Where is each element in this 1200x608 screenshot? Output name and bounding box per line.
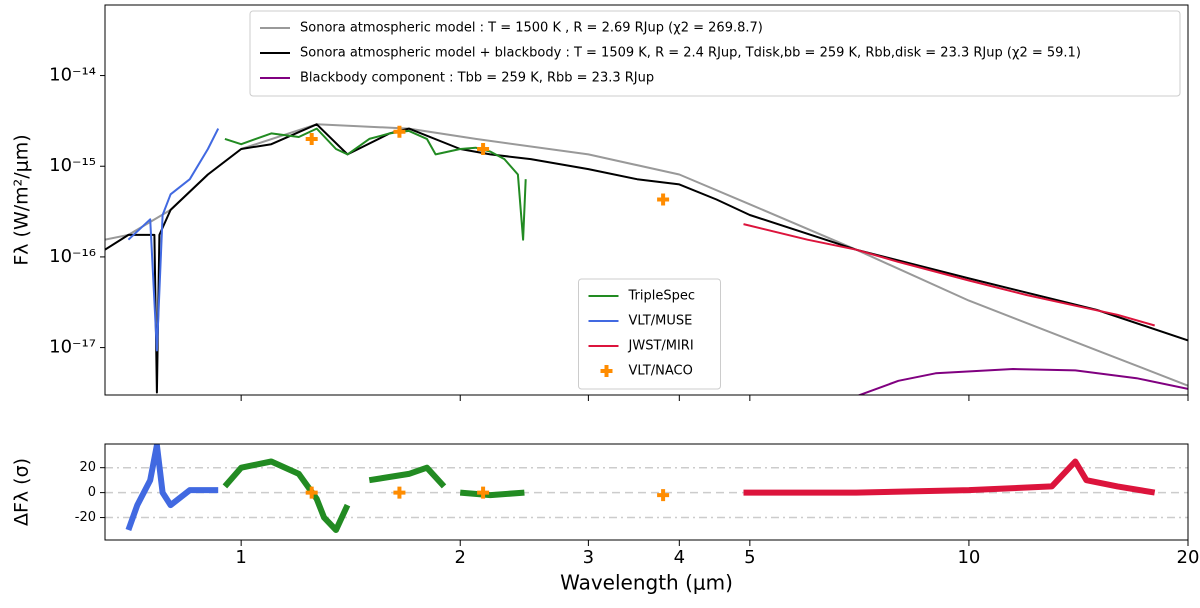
marker — [305, 486, 318, 499]
marker — [393, 486, 406, 499]
x-tick-label: 2 — [455, 547, 466, 568]
plot-area — [125, 444, 1156, 533]
x-tick-label: 3 — [583, 547, 594, 568]
x-tick-label: 20 — [1177, 547, 1200, 568]
series-line — [125, 444, 219, 532]
series-line — [127, 128, 220, 352]
legend-swatch — [600, 365, 613, 377]
y-tick-label: 10⁻¹⁵ — [49, 155, 96, 176]
y-tick-label: 10⁻¹⁴ — [49, 65, 96, 86]
legend-label: VLT/MUSE — [629, 314, 693, 329]
legend-label: Sonora atmospheric model : T = 1500 K , … — [300, 21, 763, 36]
marker — [657, 489, 670, 502]
y-tick-label: 10⁻¹⁷ — [49, 337, 96, 358]
marker — [305, 132, 318, 145]
marker — [657, 193, 670, 206]
y-tick-label: 20 — [79, 460, 96, 475]
plot-area — [105, 123, 1188, 395]
legend-label: JWST/MIRI — [628, 339, 694, 354]
y-tick-label: 10⁻¹⁶ — [49, 246, 96, 267]
series-line — [743, 458, 1156, 496]
x-tick-label: 4 — [674, 547, 685, 568]
y-axis-label: Fλ (W/m²/μm) — [11, 134, 33, 265]
series-line — [222, 458, 525, 533]
legend-label: Blackbody component : Tbb = 259 K, Rbb =… — [300, 71, 654, 86]
legend-label: VLT/NACO — [629, 364, 693, 379]
legend-box — [249, 10, 1181, 97]
series-line — [743, 223, 1155, 327]
marker — [393, 125, 406, 138]
x-tick-label: 5 — [744, 547, 755, 568]
series-line — [224, 127, 527, 241]
y-tick-label: 0 — [88, 485, 96, 500]
y-axis-label: ΔFλ (σ) — [11, 458, 33, 526]
axes-frame — [104, 443, 1189, 541]
series-line — [856, 368, 1188, 395]
marker — [477, 142, 490, 155]
axes-frame — [104, 4, 1189, 396]
x-tick-label: 10 — [957, 547, 980, 568]
x-tick-label: 1 — [235, 547, 246, 568]
x-axis-label: Wavelength (μm) — [560, 571, 733, 595]
y-tick-label: -20 — [75, 510, 96, 525]
legend-label: Sonora atmospheric model + blackbody : T… — [300, 46, 1081, 61]
legend-box — [578, 278, 721, 390]
series-line — [105, 123, 1188, 394]
marker — [477, 486, 490, 499]
legend-label: TripleSpec — [628, 289, 696, 304]
